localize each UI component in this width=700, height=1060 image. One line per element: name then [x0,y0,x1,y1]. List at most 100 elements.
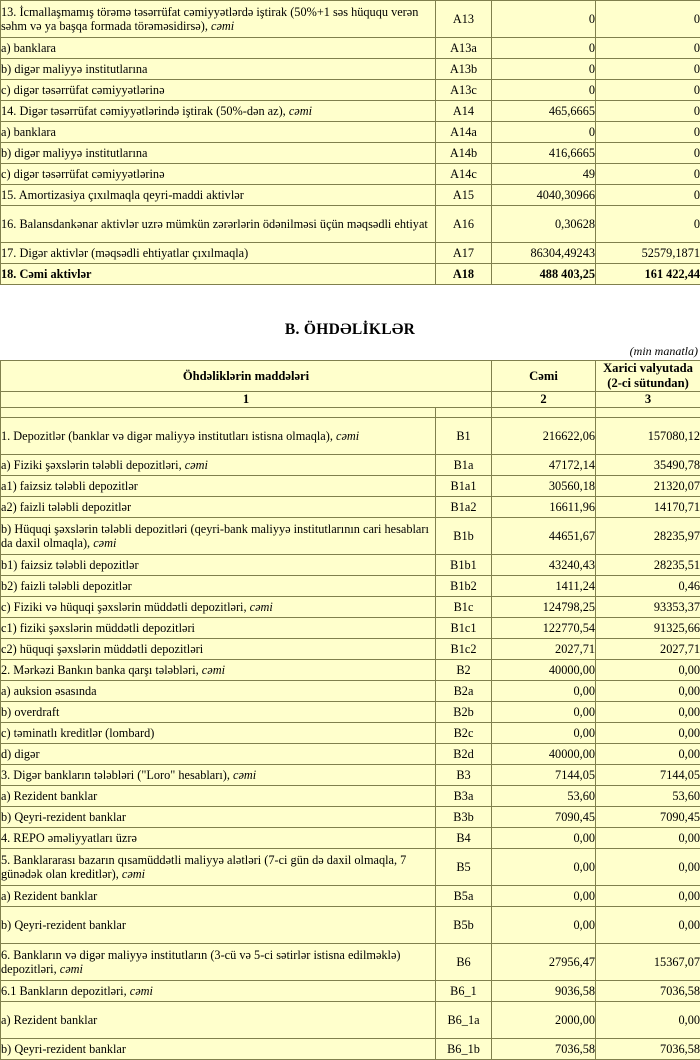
row-code: B3 [436,765,492,786]
row-foreign-value: 0,00 [596,702,700,723]
table-row: a) Fiziki şəxslərin tələbli depozitləri,… [1,455,700,476]
row-label-text: 18. Cəmi aktivlər [1,267,92,281]
row-label: c) digər təsərrüfat cəmiyyətlərinə [1,164,436,185]
row-total-value: 9036,58 [492,981,596,1002]
row-label-text: b) digər maliyyə institutlarına [1,62,148,76]
row-label-text: a) banklara [1,125,56,139]
table-row: c1) fiziki şəxslərin müddətli depozitlər… [1,618,700,639]
table-row: 5. Banklararası bazarın qısamüddətli mal… [1,849,700,886]
row-label: b1) faizsiz tələbli depozitlər [1,555,436,576]
row-code: B5 [436,849,492,886]
row-foreign-value: 0,00 [596,849,700,886]
row-foreign-value: 7090,45 [596,807,700,828]
row-foreign-value: 0 [596,101,700,122]
row-total-value: 488 403,25 [492,264,596,285]
row-foreign-value: 0,00 [596,907,700,944]
row-foreign-value: 14170,71 [596,497,700,518]
row-label: 6.1 Bankların depozitləri, cəmi [1,981,436,1002]
row-foreign-value: 0 [596,185,700,206]
row-total-value: 2000,00 [492,1002,596,1039]
liabilities-table: Öhdəliklərin maddələri Cəmi Xarici valyu… [0,360,700,1060]
row-label: a) Fiziki şəxslərin tələbli depozitləri,… [1,455,436,476]
row-label: 4. REPO əməliyyatları üzrə [1,828,436,849]
row-total-value: 0,00 [492,828,596,849]
row-code: B6_1a [436,1002,492,1039]
header-col-number-1: 1 [1,392,492,408]
row-foreign-value: 161 422,44 [596,264,700,285]
table-row: 17. Digər aktivlər (məqsədli ehtiyatlar … [1,243,700,264]
row-foreign-value: 0 [596,143,700,164]
row-code: B1 [436,418,492,455]
table-row: 6. Bankların və digər maliyyə institutla… [1,944,700,981]
row-label-text: 13. İcmallaşmamış törəmə təsərrüfat cəmi… [1,5,418,33]
row-label: 13. İcmallaşmamış törəmə təsərrüfat cəmi… [1,1,436,38]
table-row: 16. Balansdankənar aktivlər uzrə mümkün … [1,206,700,243]
table-row: 2. Mərkəzi Bankın banka qarşı tələbləri,… [1,660,700,681]
row-code: A14c [436,164,492,185]
row-foreign-value: 15367,07 [596,944,700,981]
row-total-value: 40000,00 [492,744,596,765]
row-label-text: a) auksion əsasında [1,684,97,698]
row-code: A15 [436,185,492,206]
row-label: c1) fiziki şəxslərin müddətli depozitlər… [1,618,436,639]
table-row: b) Hüquqi şəxslərin tələbli depozitləri … [1,518,700,555]
row-total-value: 4040,30966 [492,185,596,206]
header-foreign-currency: Xarici valyutada (2-ci sütundan) [596,361,700,392]
row-label-text: b1) faizsiz tələbli depozitlər [1,558,139,572]
row-total-value: 122770,54 [492,618,596,639]
row-label: 16. Balansdankənar aktivlər uzrə mümkün … [1,206,436,243]
spacer-cell-code [436,408,492,418]
row-label: a) banklara [1,38,436,59]
table-row: 14. Digər təsərrüfat cəmiyyətlərində işt… [1,101,700,122]
row-total-value: 124798,25 [492,597,596,618]
table-row: 13. İcmallaşmamış törəmə təsərrüfat cəmi… [1,1,700,38]
row-total-value: 1411,24 [492,576,596,597]
row-label-text: c) təminatlı kreditlər (lombard) [1,726,154,740]
row-label: 5. Banklararası bazarın qısamüddətli mal… [1,849,436,886]
row-foreign-value: 0,00 [596,1002,700,1039]
table-row: c) Fiziki və hüquqi şəxslərin müddətli d… [1,597,700,618]
row-code: B6_1 [436,981,492,1002]
row-foreign-value: 21320,07 [596,476,700,497]
spacer-cell-forex [596,408,700,418]
row-code: A17 [436,243,492,264]
row-label-suffix: cəmi [233,768,256,782]
row-total-value: 0 [492,122,596,143]
row-label-text: c2) hüquqi şəxslərin müddətli depozitlər… [1,642,203,656]
row-total-value: 47172,14 [492,455,596,476]
row-label-suffix: cəmi [336,429,359,443]
row-label: 18. Cəmi aktivlər [1,264,436,285]
spacer-cell-total [492,408,596,418]
row-code: A13a [436,38,492,59]
row-foreign-value: 7036,58 [596,981,700,1002]
row-code: A18 [436,264,492,285]
row-total-value: 16611,96 [492,497,596,518]
section-title-liabilities: B. ÖHDƏLİKLƏR [0,315,700,344]
row-total-value: 0,00 [492,681,596,702]
row-total-value: 0 [492,80,596,101]
row-foreign-value: 0,00 [596,886,700,907]
row-label-text: a2) faizli tələbli depozitlər [1,500,131,514]
row-label-suffix: cəmi [93,536,116,550]
row-total-value: 40000,00 [492,660,596,681]
row-code: B2d [436,744,492,765]
row-label: a1) faizsiz tələbli depozitlər [1,476,436,497]
row-foreign-value: 91325,66 [596,618,700,639]
row-label: a) Rezident banklar [1,1002,436,1039]
row-label-text: a) Rezident banklar [1,789,97,803]
table-row: 1. Depozitlər (banklar və digər maliyyə … [1,418,700,455]
unit-note: (min manatla) [0,344,700,360]
row-code: B2b [436,702,492,723]
row-foreign-value: 0,00 [596,828,700,849]
row-label-text: b) Qeyri-rezident banklar [1,918,126,932]
row-label-text: c) digər təsərrüfat cəmiyyətlərinə [1,167,165,181]
row-label: c) Fiziki və hüquqi şəxslərin müddətli d… [1,597,436,618]
row-label-text: b) digər maliyyə institutlarına [1,146,148,160]
